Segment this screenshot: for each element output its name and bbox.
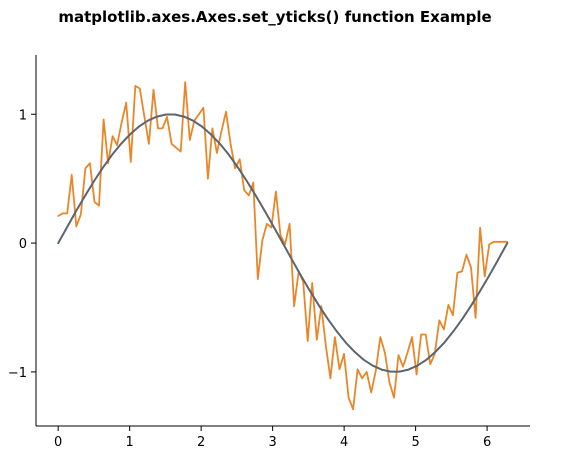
x-tick-label: 4 <box>340 435 348 450</box>
series-group <box>57 81 509 411</box>
x-tick-label: 2 <box>197 435 205 450</box>
x-ticks: 0 1 2 3 4 5 6 <box>54 426 491 450</box>
x-tick-label: 3 <box>268 435 276 450</box>
x-tick-label: 0 <box>54 435 62 450</box>
chart-title: matplotlib.axes.Axes.set_yticks() functi… <box>58 8 491 26</box>
plot-area: 0 1 2 3 4 5 6 −1 0 1 <box>8 55 530 450</box>
y-tick-label: 1 <box>19 108 27 123</box>
noisy-series-line <box>57 81 509 411</box>
x-tick-label: 5 <box>411 435 419 450</box>
y-ticks: −1 0 1 <box>8 108 36 381</box>
sine-series-line <box>57 113 509 373</box>
y-tick-label: −1 <box>8 366 27 381</box>
x-tick-label: 1 <box>126 435 134 450</box>
y-tick-label: 0 <box>19 237 27 252</box>
x-tick-label: 6 <box>483 435 491 450</box>
